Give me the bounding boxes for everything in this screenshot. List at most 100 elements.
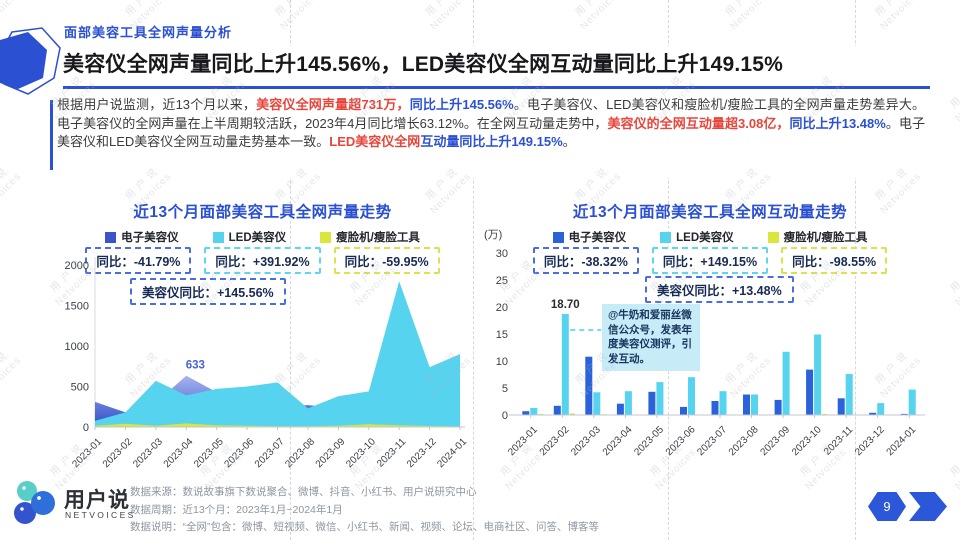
- watermark-text: 用 户 说 Netvoices: [0, 166, 24, 217]
- svg-text:0: 0: [83, 422, 89, 434]
- bar: [538, 413, 544, 415]
- bars-电子美容仪: [522, 356, 908, 415]
- svg-text:10: 10: [496, 356, 508, 368]
- bar: [822, 413, 828, 415]
- summary-segment: 美容仪的全网互动量超3.08亿，: [607, 115, 790, 131]
- x-tick-label: 2023-01: [506, 424, 540, 458]
- svg-text:20: 20: [496, 302, 508, 314]
- bar: [719, 391, 727, 415]
- x-tick-label: 2023-11: [375, 436, 409, 470]
- x-tick-label: 2023-11: [822, 424, 856, 458]
- svg-text:1500: 1500: [65, 301, 89, 313]
- chart-title: 近13个月面部美容工具全网声量走势: [133, 204, 392, 221]
- x-tick-label: 2023-08: [727, 424, 761, 458]
- area-series: [95, 281, 460, 427]
- legend-label: LED美容仪: [228, 232, 287, 244]
- x-tick-label: 2023-07: [253, 436, 287, 470]
- footer-notes: 数据来源：数说故事旗下数说聚合、微博、抖音、小红书、用户说研究中心 数据周期：近…: [130, 484, 599, 537]
- chart-annotation-callout: @牛奶和爱丽丝微信公众号，发表年度美容仪测评，引发互动。: [602, 304, 700, 371]
- series-area: [95, 423, 460, 427]
- bar: [648, 391, 656, 415]
- x-tick-label: 2023-03: [131, 436, 165, 470]
- data-scope-line: 数据说明：“全网”包含：微博、短视频、微信、小红书、新闻、视频、论坛、电商社区、…: [130, 521, 599, 533]
- yoy-badge-electronic: 同比：-38.32%: [532, 247, 639, 274]
- yoy-badge-led: 同比：+149.15%: [651, 247, 769, 274]
- page-number-badge: 9: [868, 492, 906, 521]
- bar: [869, 412, 877, 415]
- corner-polygon-decoration: [0, 27, 61, 95]
- legend-swatch: [320, 231, 332, 243]
- x-tick-label: 2023-09: [758, 424, 792, 458]
- bar: [688, 377, 695, 415]
- bar: [900, 413, 908, 415]
- x-tick-label: 2023-12: [405, 436, 439, 470]
- summary-segment: 。: [562, 134, 576, 149]
- legend: 电子美容仪 LED美容仪 瘦脸机/瘦脸工具: [480, 229, 940, 245]
- legend-label: 电子美容仪: [568, 232, 627, 244]
- x-tick-label: 2023-04: [601, 424, 635, 458]
- guide-line: [473, 0, 474, 540]
- y-axis: 0 500 1000 1500 2000: [65, 260, 89, 434]
- logo-subtitle: NETVOICES: [65, 510, 136, 520]
- bar: [814, 334, 822, 415]
- legend-swatch: [660, 231, 672, 243]
- bar: [561, 314, 569, 415]
- bar: [845, 374, 853, 415]
- header-band: 美容仪全网声量同比上升145.56%，LED美容仪全网互动量同比上升149.15…: [38, 46, 932, 178]
- engagement-chart-panel: 近13个月面部美容工具全网互动量走势 电子美容仪 LED美容仪 瘦脸机/瘦脸工具…: [480, 196, 940, 496]
- watermark-text: 用 户 说 Netvoices: [423, 0, 474, 33]
- x-tick-label: 2023-04: [162, 436, 196, 470]
- watermark-text: 用 户 说 Netvoices: [573, 0, 624, 33]
- yoy-badge-led: 同比：+391.92%: [204, 247, 321, 274]
- bars-LED美容仪: [530, 314, 916, 415]
- bar: [806, 369, 814, 415]
- legend-item-electronic: 电子美容仪: [552, 229, 627, 245]
- x-tick-label: 2023-03: [569, 424, 603, 458]
- x-axis: 2023-012023-022023-032023-042023-052023-…: [506, 415, 919, 458]
- summary-segment: 同比上升145.56%: [409, 97, 514, 112]
- watermark-text: 用 户 说 Netvoices: [0, 350, 24, 401]
- bar: [711, 401, 719, 415]
- bar: [624, 391, 632, 415]
- title-underline: [63, 86, 930, 89]
- combined-yoy-badge: 美容仪同比：+145.56%: [130, 278, 286, 305]
- x-tick-label: 2024-01: [435, 436, 469, 470]
- watermark-text: 用 户 说 Netvoices: [948, 263, 960, 309]
- summary-segment: LED美容仪全网: [329, 134, 421, 149]
- watermark-text: 用 户 说 Netvoices: [723, 0, 774, 33]
- bar: [751, 394, 758, 415]
- chart-title: 近13个月面部美容工具全网互动量走势: [572, 204, 848, 221]
- x-tick-label: 2023-05: [192, 436, 226, 470]
- x-tick-label: 2023-05: [632, 424, 666, 458]
- legend-item-slimming: 瘦脸机/瘦脸工具: [320, 229, 420, 245]
- x-axis: 2023-012023-022023-032023-042023-052023-…: [70, 427, 469, 470]
- paragraph-accent-bar: [50, 100, 53, 170]
- legend-item-slimming: 瘦脸机/瘦脸工具: [767, 229, 867, 245]
- legend-swatch: [552, 231, 564, 243]
- combined-yoy-badge: 美容仪同比：+13.48%: [645, 276, 794, 303]
- bar: [877, 403, 885, 415]
- data-label: 633: [186, 360, 205, 372]
- next-page-chevron-icon[interactable]: [909, 492, 947, 521]
- yoy-badge-slimming: 同比：-98.55%: [781, 247, 888, 274]
- x-tick-label: 2023-01: [70, 436, 104, 470]
- yoy-badge-slimming: 同比：-59.95%: [333, 247, 440, 274]
- y-axis: 0 5 10 15 20 25 30: [496, 248, 508, 422]
- logo-name: 用户说: [64, 489, 130, 512]
- svg-text:0: 0: [502, 410, 508, 422]
- x-tick-label: 2023-06: [664, 424, 698, 458]
- bar: [553, 405, 561, 415]
- svg-text:30: 30: [496, 248, 508, 260]
- x-tick-label: 2023-10: [790, 424, 824, 458]
- x-tick-label: 2023-06: [222, 436, 256, 470]
- summary-paragraph: 根据用户说监测，近13个月以来，美容仪全网声量超731万，同比上升145.56%…: [57, 96, 925, 152]
- legend-item-electronic: 电子美容仪: [105, 229, 179, 245]
- bar: [743, 394, 750, 415]
- bar: [616, 403, 624, 415]
- engagement-bar-chart: 0 5 10 15 20 25 30 2023-012023-022023-032023-04…: [496, 248, 925, 458]
- summary-segment: 美容仪全网声量超731万，: [256, 97, 410, 112]
- summary-segment: 互动量同比上升149.15%: [420, 134, 563, 149]
- legend-swatch: [212, 231, 224, 243]
- x-tick-label: 2023-07: [695, 424, 729, 458]
- bar: [774, 399, 782, 415]
